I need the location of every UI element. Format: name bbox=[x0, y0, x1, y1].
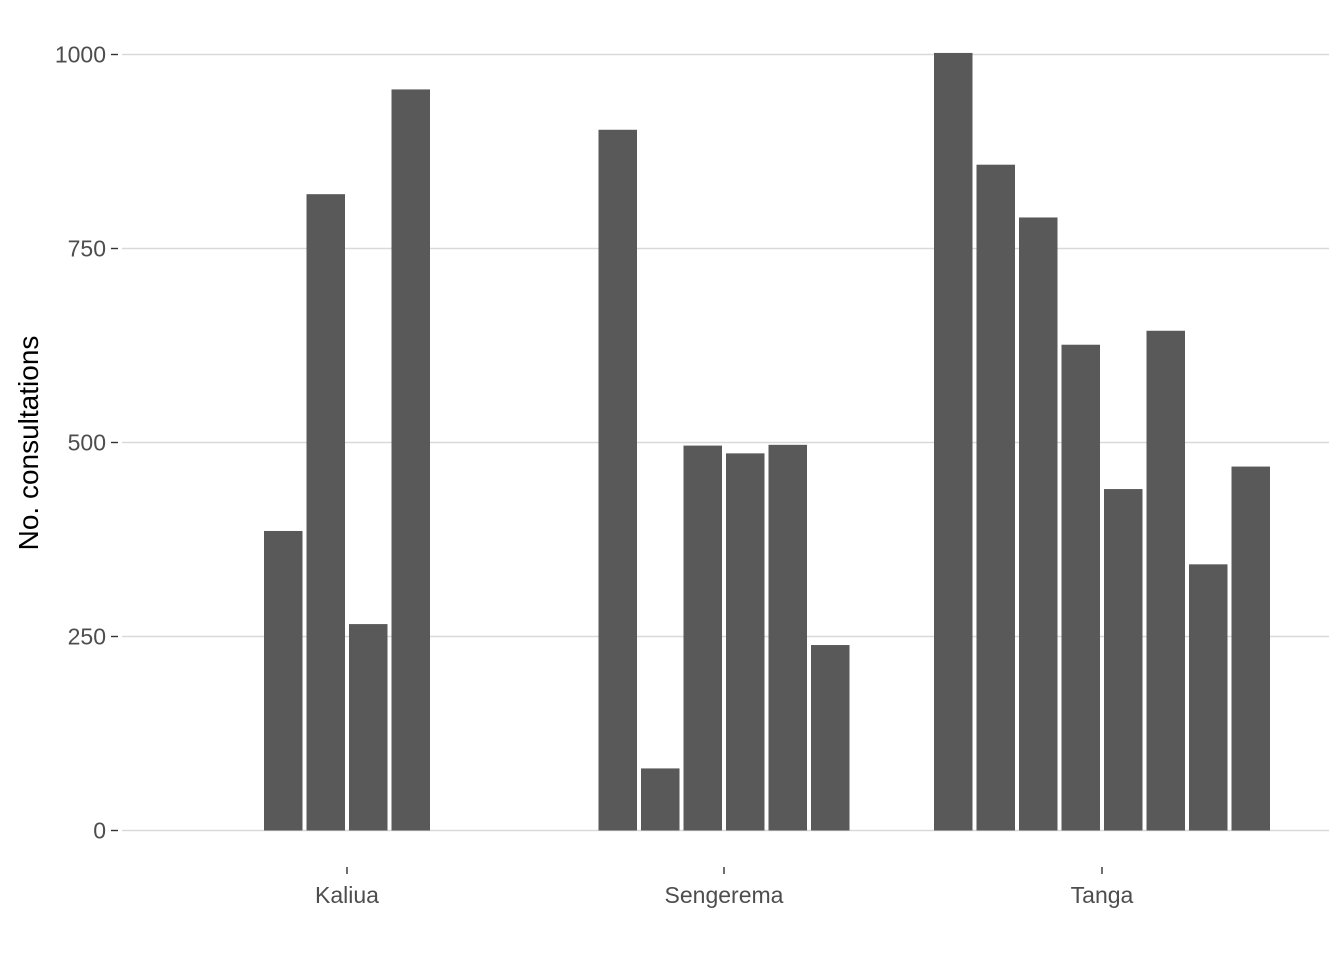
x-axis: Kaliua Sengerema Tanga bbox=[315, 867, 1134, 908]
bar-tanga-3 bbox=[1019, 217, 1058, 831]
bar-sengerema-1 bbox=[598, 129, 637, 831]
y-axis-title: No. consultations bbox=[13, 336, 44, 551]
bar-sengerema-3 bbox=[683, 445, 722, 831]
y-tick-label: 750 bbox=[68, 236, 106, 262]
x-tick-label: Tanga bbox=[1071, 882, 1134, 908]
y-tick-label: 1000 bbox=[55, 42, 106, 68]
x-tick-label: Kaliua bbox=[315, 882, 379, 908]
y-tick-label: 250 bbox=[68, 624, 106, 650]
y-axis: 0 250 500 750 1000 bbox=[55, 42, 118, 844]
bar-tanga-8 bbox=[1231, 466, 1270, 831]
bars bbox=[264, 52, 1270, 831]
bar-sengerema-4 bbox=[726, 453, 765, 831]
bar-tanga-2 bbox=[976, 164, 1015, 831]
bar-sengerema-5 bbox=[768, 444, 807, 831]
bar-tanga-1 bbox=[934, 52, 973, 831]
bar-tanga-5 bbox=[1104, 489, 1143, 831]
y-tick-label: 0 bbox=[93, 818, 106, 844]
bar-kaliua-2 bbox=[306, 194, 345, 831]
bar-sengerema-2 bbox=[641, 768, 680, 831]
bar-kaliua-4 bbox=[391, 89, 430, 831]
bar-tanga-7 bbox=[1189, 564, 1228, 831]
bar-tanga-4 bbox=[1061, 344, 1100, 831]
x-tick-label: Sengerema bbox=[665, 882, 784, 908]
bar-sengerema-6 bbox=[811, 645, 850, 831]
bar-tanga-6 bbox=[1146, 330, 1185, 831]
bar-kaliua-1 bbox=[264, 530, 303, 831]
bar-kaliua-3 bbox=[349, 624, 388, 831]
y-tick-label: 500 bbox=[68, 430, 106, 456]
